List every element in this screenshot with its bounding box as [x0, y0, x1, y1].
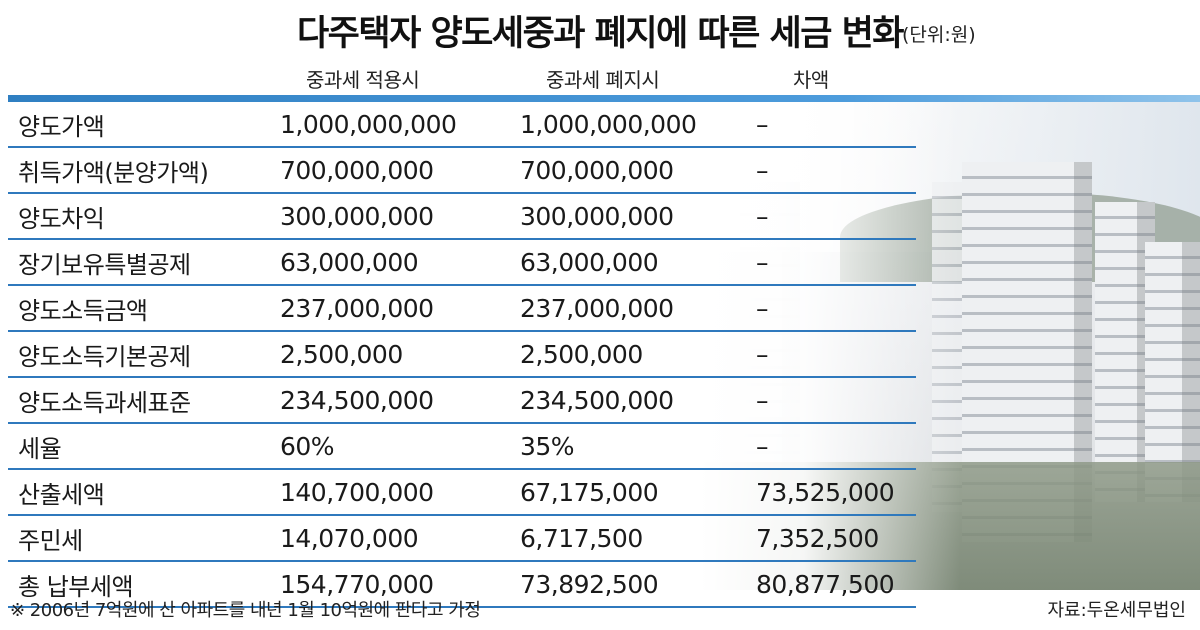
value-difference: – [756, 331, 916, 378]
photo-building [1145, 242, 1200, 502]
value-without-surcharge: 700,000,000 [520, 147, 756, 194]
table-row: 산출세액 140,700,000 67,175,000 73,525,000 [8, 469, 916, 516]
value-with-surcharge: 154,770,000 [280, 561, 520, 608]
value-without-surcharge: 237,000,000 [520, 285, 756, 332]
table-row: 장기보유특별공제 63,000,000 63,000,000 – [8, 239, 916, 286]
column-header-without-surcharge: 중과세 폐지시 [546, 68, 660, 92]
row-label: 장기보유특별공제 [8, 239, 280, 286]
column-header-with-surcharge: 중과세 적용시 [306, 68, 420, 92]
value-difference: – [756, 285, 916, 332]
value-with-surcharge: 60% [280, 423, 520, 470]
value-with-surcharge: 300,000,000 [280, 193, 520, 240]
table-row: 양도가액 1,000,000,000 1,000,000,000 – [8, 102, 916, 148]
table-row: 주민세 14,070,000 6,717,500 7,352,500 [8, 515, 916, 562]
value-with-surcharge: 14,070,000 [280, 515, 520, 562]
value-difference: – [756, 147, 916, 194]
value-with-surcharge: 237,000,000 [280, 285, 520, 332]
tax-table: 양도가액 1,000,000,000 1,000,000,000 – 취득가액(… [8, 102, 916, 608]
unit-label: (단위:원) [902, 24, 976, 46]
value-without-surcharge: 6,717,500 [520, 515, 756, 562]
value-with-surcharge: 63,000,000 [280, 239, 520, 286]
value-without-surcharge: 35% [520, 423, 756, 470]
row-label: 세율 [8, 423, 280, 470]
table-row: 양도차익 300,000,000 300,000,000 – [8, 193, 916, 240]
value-without-surcharge: 67,175,000 [520, 469, 756, 516]
value-difference: 80,877,500 [756, 561, 916, 608]
row-label: 취득가액(분양가액) [8, 147, 280, 194]
value-difference: – [756, 423, 916, 470]
footnote: ※ 2006년 7억원에 산 아파트를 내년 1월 10억원에 판다고 가정 [10, 600, 481, 621]
header-band [8, 95, 1200, 102]
value-difference: – [756, 102, 916, 148]
row-label: 양도소득금액 [8, 285, 280, 332]
row-label: 산출세액 [8, 469, 280, 516]
row-label: 총 납부세액 [8, 561, 280, 608]
value-with-surcharge: 234,500,000 [280, 377, 520, 424]
table-row: 양도소득금액 237,000,000 237,000,000 – [8, 285, 916, 332]
column-header-difference: 차액 [793, 68, 829, 92]
value-without-surcharge: 234,500,000 [520, 377, 756, 424]
value-difference: – [756, 239, 916, 286]
value-with-surcharge: 1,000,000,000 [280, 102, 520, 148]
table-row: 세율 60% 35% – [8, 423, 916, 470]
value-difference: 73,525,000 [756, 469, 916, 516]
row-label: 주민세 [8, 515, 280, 562]
source-credit: 자료:두온세무법인 [1047, 600, 1186, 621]
table-row: 취득가액(분양가액) 700,000,000 700,000,000 – [8, 147, 916, 194]
value-difference: 7,352,500 [756, 515, 916, 562]
table-row: 양도소득기본공제 2,500,000 2,500,000 – [8, 331, 916, 378]
value-with-surcharge: 2,500,000 [280, 331, 520, 378]
row-label: 양도차익 [8, 193, 280, 240]
row-label: 양도소득과세표준 [8, 377, 280, 424]
value-difference: – [756, 193, 916, 240]
row-label: 양도가액 [8, 102, 280, 148]
value-without-surcharge: 63,000,000 [520, 239, 756, 286]
value-with-surcharge: 140,700,000 [280, 469, 520, 516]
row-label: 양도소득기본공제 [8, 331, 280, 378]
value-with-surcharge: 700,000,000 [280, 147, 520, 194]
value-difference: – [756, 377, 916, 424]
value-without-surcharge: 2,500,000 [520, 331, 756, 378]
title-row: 다주택자 양도세중과 폐지에 따른 세금 변화 [0, 6, 1200, 62]
value-without-surcharge: 300,000,000 [520, 193, 756, 240]
page-title: 다주택자 양도세중과 폐지에 따른 세금 변화 [296, 14, 905, 54]
table-row: 총 납부세액 154,770,000 73,892,500 80,877,500 [8, 561, 916, 608]
table-row: 양도소득과세표준 234,500,000 234,500,000 – [8, 377, 916, 424]
value-without-surcharge: 73,892,500 [520, 561, 756, 608]
value-without-surcharge: 1,000,000,000 [520, 102, 756, 148]
